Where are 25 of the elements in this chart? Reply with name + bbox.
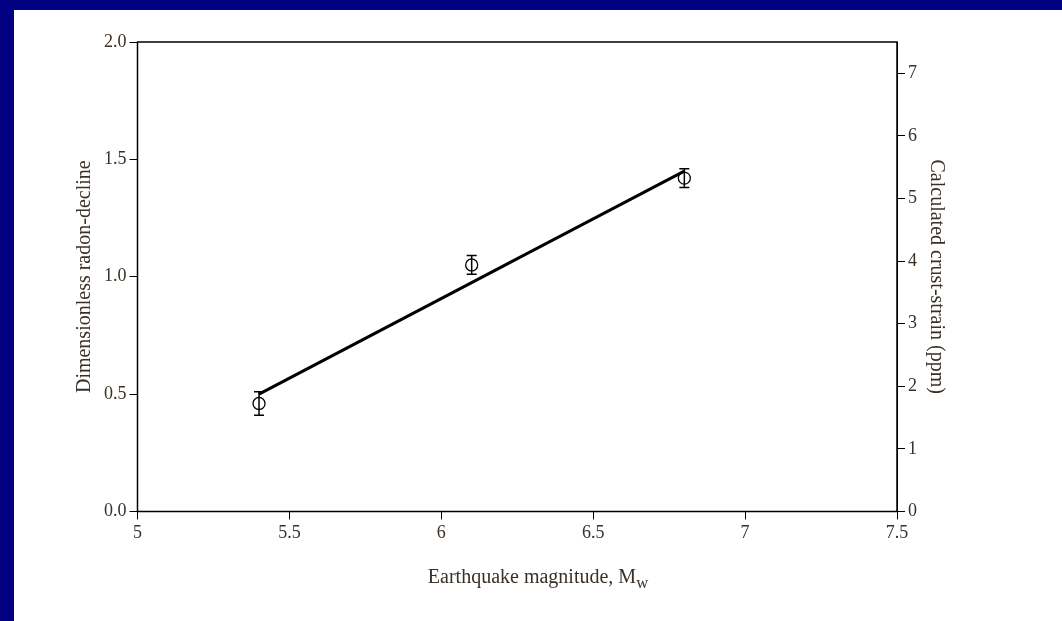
point [465,258,479,272]
x-tick-label: 7.5 [885,521,909,542]
y2-tick-label: 3 [908,312,917,333]
y-tick-label: 0.0 [104,500,127,521]
y-axis-title: Dimensionless radon-decline [72,160,95,394]
y2-tick-label: 0 [908,500,917,521]
y2-tick-label: 4 [908,249,917,270]
x-tick-label: 6.5 [581,521,605,542]
y2-tick-label: 7 [908,62,917,83]
y-tick-label: 0.5 [104,382,127,403]
y2-tick-label: 2 [908,374,917,395]
y2-tick-label: 5 [908,187,917,208]
y-tick-label: 1.0 [104,265,127,286]
x-tick-label: 5.5 [278,521,301,542]
y2-tick-label: 1 [908,437,917,458]
y2-axis-title: Calculated crust-strain (ppm) [925,159,949,394]
y-tick-label: 1.5 [104,148,127,169]
x-axis-title: Earthquake magnitude, M$_{w}$ [426,565,650,593]
x-tick-label: 7 [740,521,750,542]
point [252,396,266,411]
x-tick-label: 6 [436,521,446,542]
x-tick-label: 5 [133,521,142,542]
y-tick-label: 2.0 [104,30,127,51]
y2-tick-label: 6 [908,124,917,145]
point [677,171,691,185]
